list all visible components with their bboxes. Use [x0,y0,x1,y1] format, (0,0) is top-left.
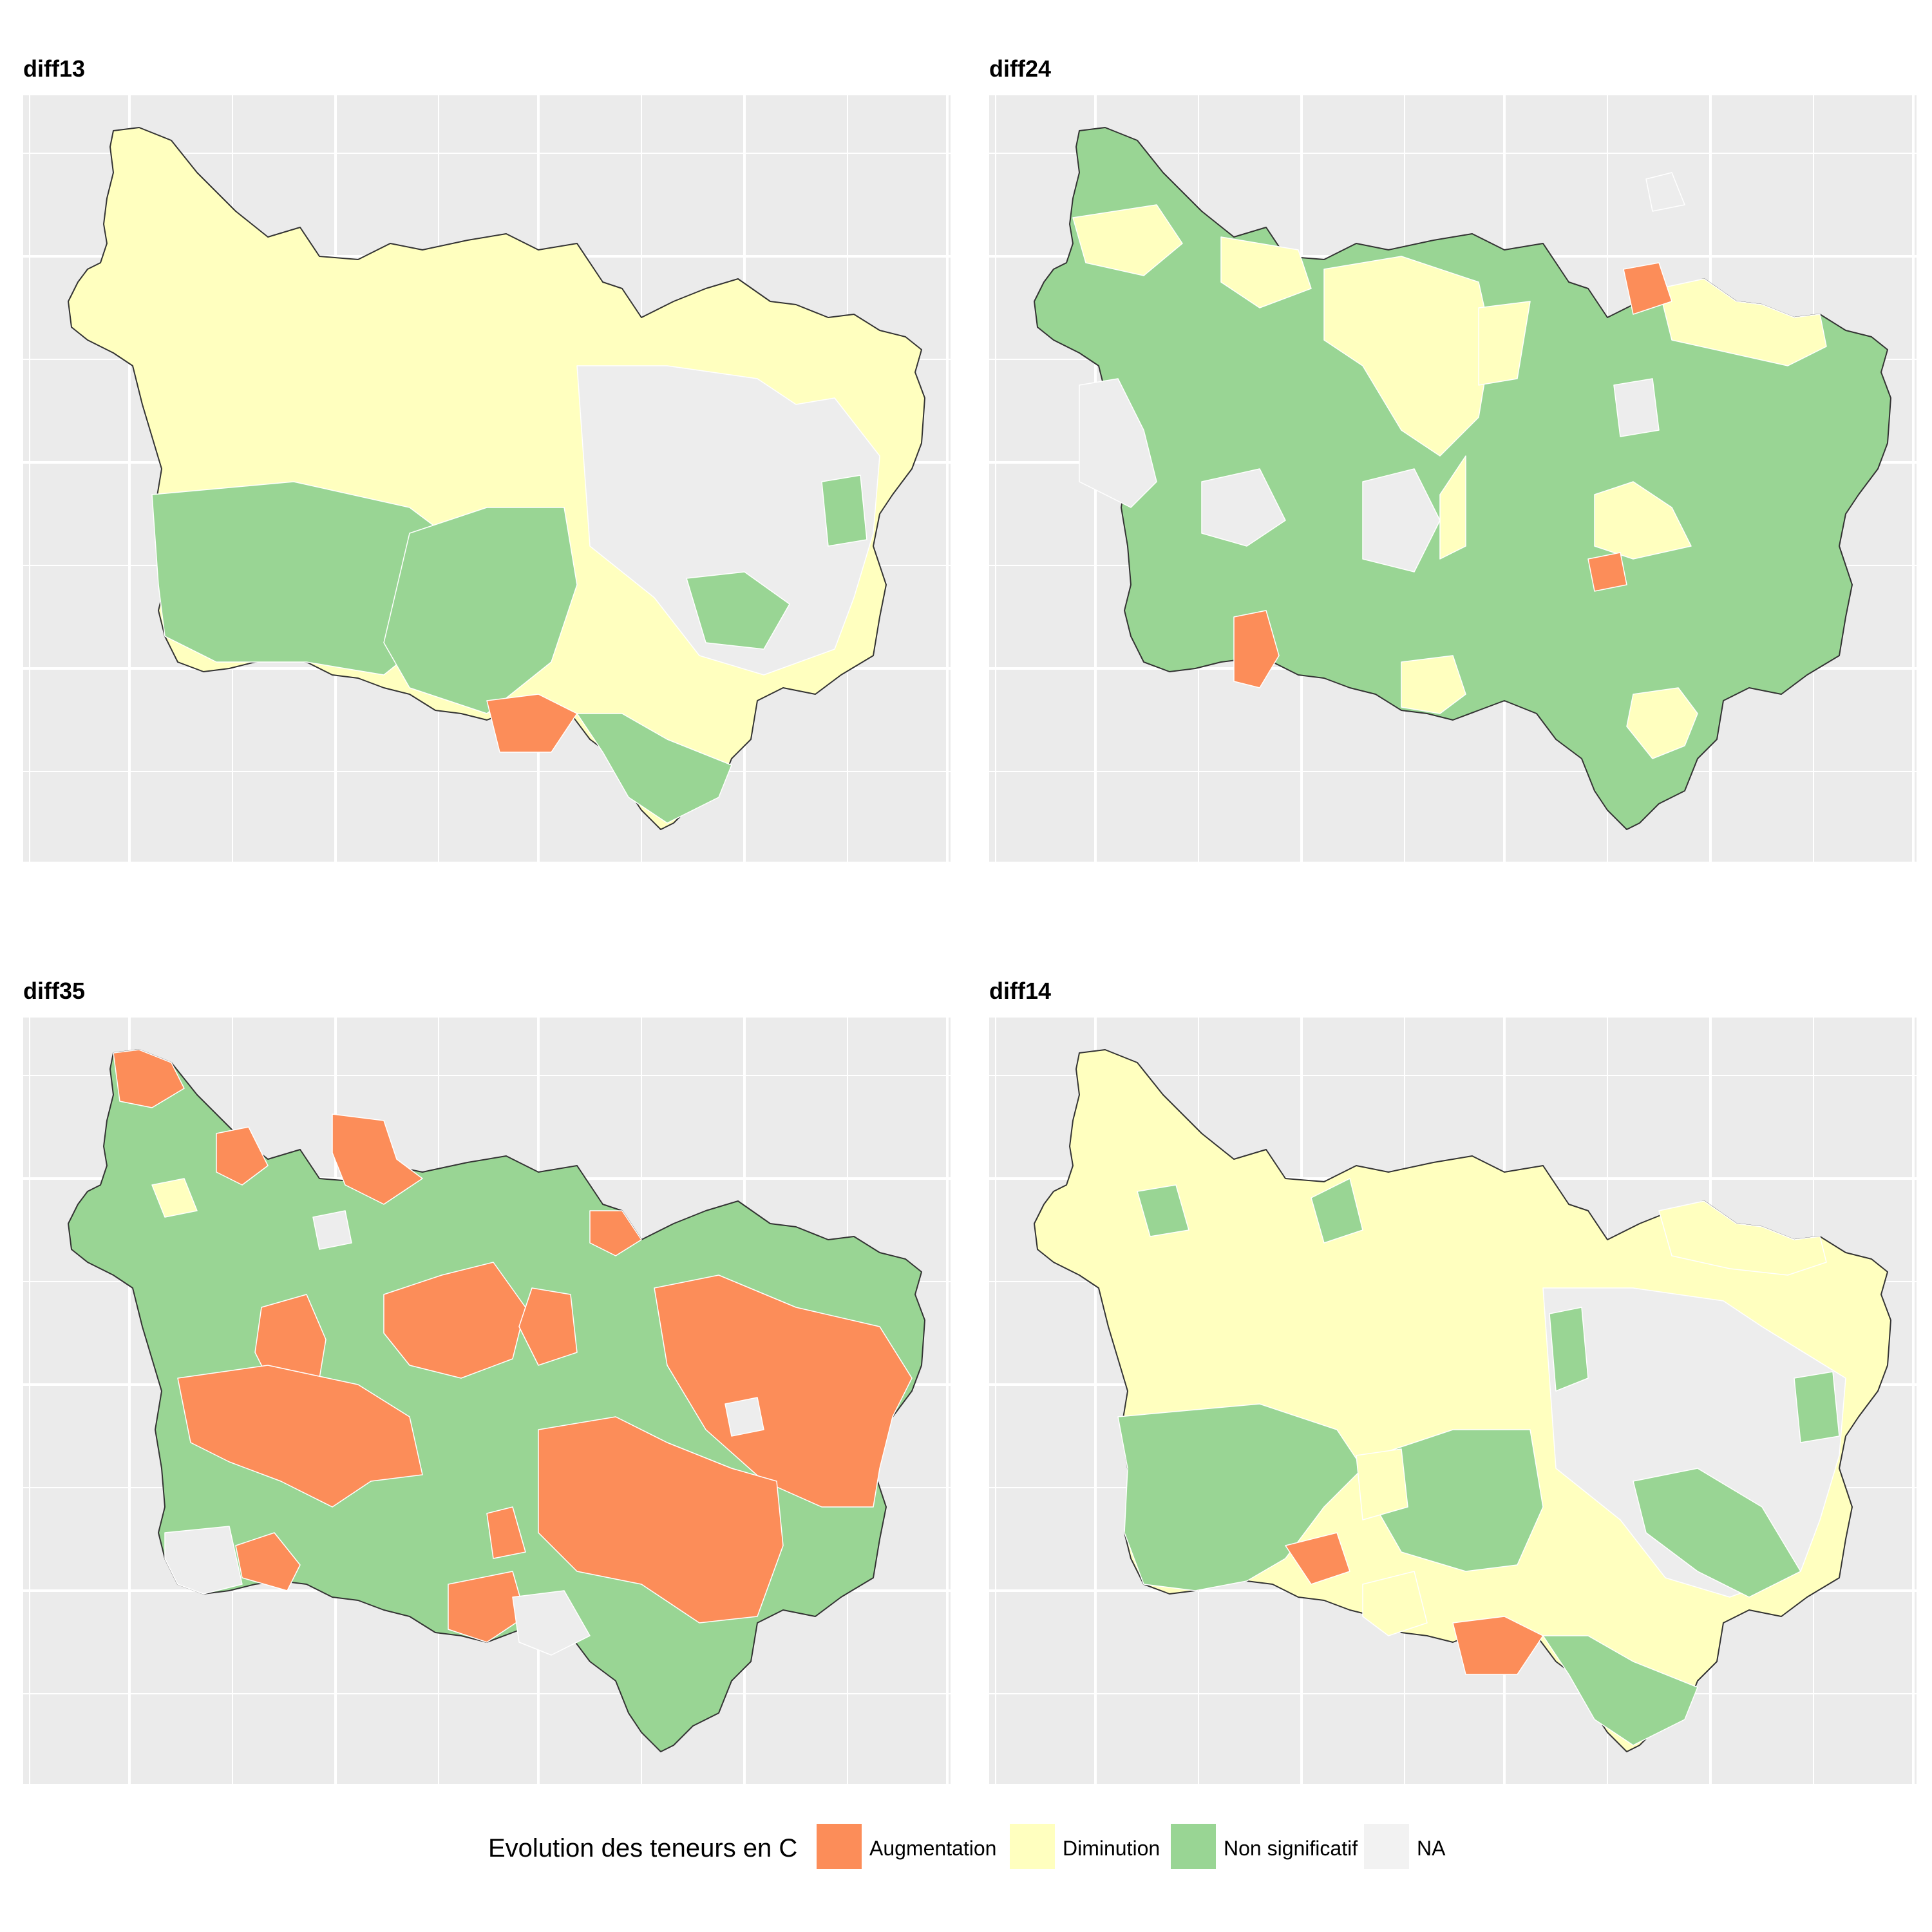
map-diff35 [23,1018,951,1784]
legend-label: NA [1417,1837,1446,1860]
region-groups [151,365,880,824]
legend-swatch [1171,1824,1216,1869]
legend-label: Diminution [1063,1837,1160,1860]
map-diff14 [989,1018,1917,1784]
region-groups [1117,1178,1846,1746]
panel-title: diff13 [23,55,86,82]
panel-title: diff24 [989,55,1052,82]
map-diff24 [989,95,1917,862]
panel-title: diff35 [23,978,86,1004]
legend-label: Augmentation [869,1837,997,1860]
region-groups [1072,172,1827,759]
legend-title: Evolution des teneurs en C [488,1834,798,1862]
map-diff13 [23,95,951,862]
legend-label: Non significatif [1224,1837,1358,1860]
region-groups [113,1049,913,1656]
legend-swatch [1364,1824,1409,1869]
legend-swatch [817,1824,862,1869]
panel-title: diff14 [989,978,1052,1004]
legend-swatch [1010,1824,1055,1869]
legend: Evolution des teneurs en C Augmentation … [0,1816,1932,1893]
